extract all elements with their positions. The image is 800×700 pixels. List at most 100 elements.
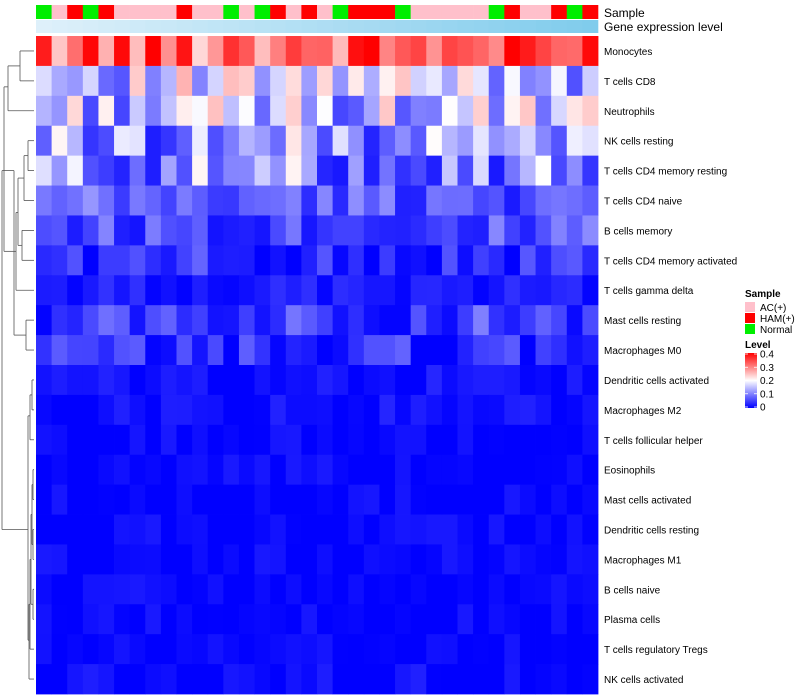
heatmap-cell [473, 424, 490, 456]
heatmap-cell [395, 155, 412, 186]
heatmap-cell [395, 604, 412, 635]
heatmap-cell [551, 604, 568, 635]
heatmap-cell [176, 664, 193, 695]
sample-track-cell [379, 5, 396, 19]
heatmap-cell [348, 185, 365, 216]
heatmap-cell [270, 36, 287, 67]
sample-track-cell [51, 5, 68, 19]
heatmap-cell [457, 335, 474, 366]
heatmap-cell [363, 544, 380, 575]
heatmap-cell [473, 544, 490, 575]
heatmap-cell [551, 394, 568, 426]
heatmap-cell [145, 245, 162, 276]
heatmap-cell [285, 185, 302, 216]
heatmap-cell [82, 604, 99, 635]
heatmap-cell [410, 185, 427, 216]
sample-track-cell [82, 5, 99, 19]
heatmap-cell [145, 424, 162, 456]
heatmap-cell [238, 65, 255, 97]
heatmap-cell [551, 664, 568, 695]
heatmap-cell [426, 484, 443, 515]
heatmap-cell [129, 245, 146, 276]
heatmap-cell [473, 484, 490, 515]
heatmap-cell [504, 36, 521, 67]
sample-track-cell [519, 5, 536, 19]
heatmap-cell [395, 514, 412, 545]
heatmap-cell [332, 574, 349, 605]
heatmap-cell [36, 125, 53, 157]
heatmap-cell [192, 604, 209, 635]
heatmap-cell [301, 484, 318, 515]
expression-track-cell [379, 20, 396, 33]
heatmap-cell [317, 95, 334, 127]
heatmap-cell [488, 155, 505, 186]
heatmap-cell [519, 185, 536, 216]
heatmap-cell [348, 36, 365, 67]
heatmap-cell [98, 275, 115, 306]
level-colorbar [745, 353, 757, 408]
heatmap-cell [285, 65, 302, 97]
expression-track-cell [82, 20, 99, 33]
expression-track-cell [67, 20, 84, 33]
heatmap-cell [160, 574, 177, 605]
heatmap-cell [98, 215, 115, 246]
heatmap-cell [457, 394, 474, 426]
heatmap-cell [441, 125, 458, 157]
heatmap-cell [82, 275, 99, 306]
heatmap-cell [317, 424, 334, 456]
heatmap-cell [535, 484, 552, 515]
heatmap-cell [176, 335, 193, 366]
heatmap-cell [160, 365, 177, 396]
heatmap-cell [129, 185, 146, 216]
heatmap-cell [348, 365, 365, 396]
heatmap-cell [488, 604, 505, 635]
heatmap-cell [535, 394, 552, 426]
heatmap-cell [67, 394, 84, 426]
heatmap-cell [551, 245, 568, 276]
heatmap-cell [160, 664, 177, 695]
heatmap-cell [51, 634, 68, 665]
heatmap-cell [98, 245, 115, 276]
heatmap-cell [129, 215, 146, 246]
expression-track-cell [332, 20, 349, 33]
heatmap-cell [176, 574, 193, 605]
heatmap-cell [488, 275, 505, 306]
heatmap-cell [551, 65, 568, 97]
heatmap-cell [270, 95, 287, 127]
heatmap-cell [410, 65, 427, 97]
heatmap-cell [223, 185, 240, 216]
expression-track-cell [535, 20, 552, 33]
heatmap-cell [317, 454, 334, 486]
heatmap-cell [67, 275, 84, 306]
heatmap-cell [348, 245, 365, 276]
gene-expression-track-label: Gene expression level [604, 20, 723, 34]
heatmap-cell [332, 95, 349, 127]
heatmap-cell [207, 185, 224, 216]
heatmap-cell [348, 604, 365, 635]
heatmap-cell [176, 604, 193, 635]
sample-track-cell [270, 5, 287, 19]
legend-level-title: Level [745, 340, 771, 351]
heatmap-cell [457, 454, 474, 486]
heatmap-cell [504, 604, 521, 635]
heatmap-cell [82, 664, 99, 695]
heatmap-cell [441, 514, 458, 545]
heatmap-cell [270, 305, 287, 336]
heatmap-cell [582, 394, 599, 426]
expression-track-cell [348, 20, 365, 33]
heatmap-cell [473, 604, 490, 635]
heatmap-cell [504, 664, 521, 695]
sample-track-cell [441, 5, 458, 19]
heatmap-cell [301, 95, 318, 127]
heatmap-cell [207, 65, 224, 97]
heatmap-cell [114, 514, 131, 545]
heatmap-cell [36, 365, 53, 396]
expression-track-cell [36, 20, 52, 33]
heatmap-cell [551, 484, 568, 515]
sample-track-cell [426, 5, 443, 19]
heatmap-cell [223, 514, 240, 545]
heatmap-cell [457, 155, 474, 186]
heatmap-cell [379, 424, 396, 456]
heatmap-cell [566, 574, 583, 605]
heatmap-cell [441, 275, 458, 306]
